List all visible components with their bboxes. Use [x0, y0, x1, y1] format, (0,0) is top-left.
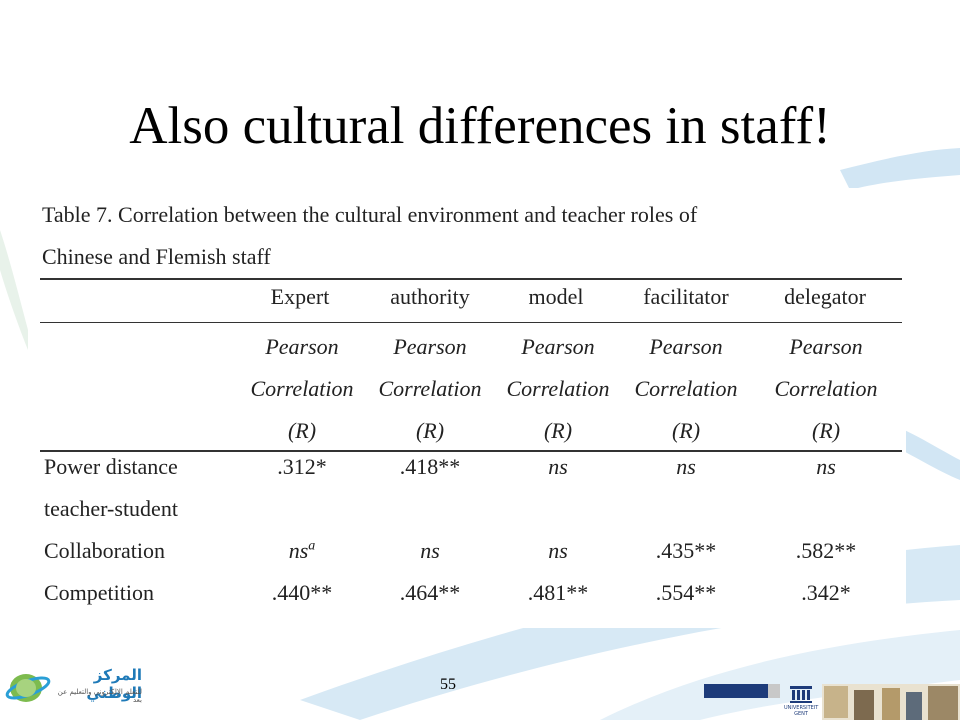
cell-collaboration-authority: ns — [420, 538, 440, 563]
cell-collaboration-delegator: .582** — [795, 538, 857, 563]
column-header-expert: Expert — [270, 284, 330, 309]
ghent-university-name: UNIVERSITEIT GENT — [784, 705, 819, 717]
cell-collaboration-expert-value: ns — [288, 538, 309, 563]
cell-power-distance-expert: .312* — [277, 454, 327, 479]
stat-line-2: Correlation — [506, 376, 610, 401]
stat-header-delegator: Pearson Correlation (R) — [764, 326, 888, 452]
table-header-rule — [40, 322, 902, 323]
row-label-power-distance: Power distance — [44, 454, 178, 479]
table-body-rule — [40, 450, 902, 452]
correlation-table: Table 7. Correlation between the cultura… — [32, 188, 906, 628]
cell-power-distance-model: ns — [548, 454, 568, 479]
table-caption-line-1: Table 7. Correlation between the cultura… — [42, 202, 698, 227]
ghent-university-banner: UNIVERSITEIT GENT — [704, 680, 960, 720]
cell-competition-facilitator: .554** — [655, 580, 717, 605]
cell-collaboration-expert: nsa — [240, 538, 364, 564]
stat-line-3: (R) — [543, 418, 573, 443]
table-top-rule — [40, 278, 902, 280]
stat-line-1: Pearson — [789, 334, 863, 359]
stat-line-2: Correlation — [378, 376, 482, 401]
stat-line-1: Pearson — [265, 334, 339, 359]
stat-line-3: (R) — [671, 418, 701, 443]
national-center-logo: المركز الوطني للتعلم الإلكتروني والتعليم… — [0, 648, 150, 720]
row-label-teacher-student: teacher-student — [44, 496, 178, 521]
cell-competition-model: .481** — [527, 580, 589, 605]
stat-header-authority: Pearson Correlation (R) — [368, 326, 492, 452]
stat-line-3: (R) — [811, 418, 841, 443]
column-header-authority: authority — [390, 284, 470, 309]
stat-line-2: Correlation — [634, 376, 738, 401]
stat-header-expert: Pearson Correlation (R) — [240, 326, 364, 452]
column-header-model: model — [528, 284, 584, 309]
footnote-marker: a — [308, 538, 316, 554]
logo-arabic-title: المركز الوطني — [86, 666, 142, 702]
cell-collaboration-model: ns — [548, 538, 568, 563]
cell-power-distance-delegator: ns — [816, 454, 836, 479]
row-label-competition: Competition — [44, 580, 154, 605]
banner-image-icon — [704, 684, 960, 720]
cell-competition-expert: .440** — [271, 580, 333, 605]
stat-line-2: Correlation — [250, 376, 354, 401]
cell-power-distance-facilitator: ns — [676, 454, 696, 479]
stat-line-1: Pearson — [393, 334, 467, 359]
cell-competition-delegator: .342* — [801, 580, 851, 605]
stat-line-2: Correlation — [774, 376, 878, 401]
logo-arabic-subtitle: للتعلم الإلكتروني والتعليم عن بعد — [57, 688, 142, 704]
table-caption: Table 7. Correlation between the cultura… — [42, 194, 697, 278]
column-header-facilitator: facilitator — [643, 284, 729, 309]
cell-collaboration-facilitator: .435** — [655, 538, 717, 563]
row-label-collaboration: Collaboration — [44, 538, 165, 563]
stat-line-1: Pearson — [649, 334, 723, 359]
cell-power-distance-authority: .418** — [399, 454, 461, 479]
column-header-delegator: delegator — [784, 284, 866, 309]
cell-competition-authority: .464** — [399, 580, 461, 605]
stat-line-3: (R) — [415, 418, 445, 443]
slide-title: Also cultural differences in staff! — [129, 97, 831, 155]
page-number: 55 — [440, 676, 456, 693]
stat-header-model: Pearson Correlation (R) — [496, 326, 620, 452]
stat-line-3: (R) — [287, 418, 317, 443]
stat-line-1: Pearson — [521, 334, 595, 359]
table-caption-line-2: Chinese and Flemish staff — [42, 244, 271, 269]
globe-icon — [0, 648, 150, 720]
stat-header-facilitator: Pearson Correlation (R) — [624, 326, 748, 452]
